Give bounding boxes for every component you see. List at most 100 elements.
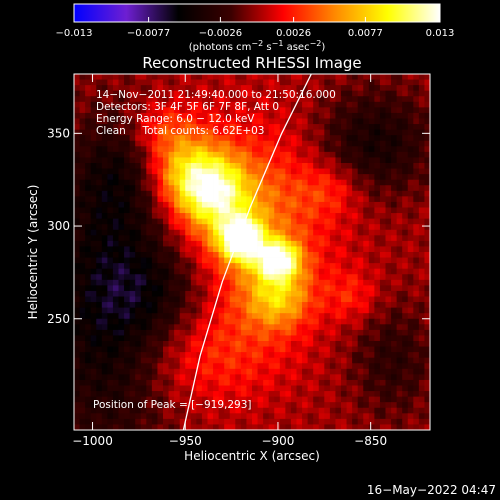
heatmap-pixel [129,285,136,292]
heatmap-pixel [179,302,186,309]
heatmap-pixel [307,235,314,242]
heatmap-pixel [240,79,247,86]
heatmap-pixel [346,279,353,286]
heatmap-pixel [257,185,264,192]
heatmap-pixel [112,196,119,203]
heatmap-pixel [218,313,225,320]
heatmap-pixel [124,407,131,414]
heatmap-pixel [246,407,253,414]
heatmap-pixel [185,374,192,381]
heatmap-pixel [307,313,314,320]
heatmap-pixel [135,74,142,80]
heatmap-pixel [229,201,236,208]
heatmap-pixel [352,285,359,292]
heatmap-pixel [96,140,103,147]
heatmap-pixel [341,396,347,403]
heatmap-pixel [257,379,264,386]
heatmap-pixel [274,296,281,303]
heatmap-pixel [246,402,253,409]
heatmap-pixel [290,163,297,169]
heatmap-pixel [324,246,331,253]
heatmap-pixel [85,135,92,142]
heatmap-pixel [363,124,370,131]
heatmap-pixel [235,307,242,314]
heatmap-pixel [274,374,281,381]
heatmap-pixel [341,290,347,297]
heatmap-pixel [151,285,158,292]
heatmap-pixel [79,246,86,253]
heatmap-pixel [335,190,342,197]
heatmap-pixel [207,112,214,119]
heatmap-pixel [190,268,197,275]
heatmap-pixel [112,363,119,370]
heatmap-pixel [174,90,181,97]
heatmap-pixel [140,413,147,420]
heatmap-pixel [341,135,347,142]
heatmap-pixel [368,240,375,247]
heatmap-pixel [402,346,409,353]
heatmap-pixel [341,402,347,409]
heatmap-pixel [402,96,409,103]
heatmap-pixel [185,179,192,186]
heatmap-pixel [96,235,103,242]
heatmap-pixel [168,157,175,164]
heatmap-pixel [185,79,192,86]
heatmap-pixel [307,185,314,192]
heatmap-pixel [329,413,336,420]
heatmap-pixel [85,151,92,158]
heatmap-pixel [379,329,386,336]
heatmap-pixel [135,396,142,403]
heatmap-pixel [391,218,398,225]
heatmap-pixel [163,341,169,347]
heatmap-pixel [179,151,186,158]
heatmap-pixel [302,124,309,131]
heatmap-pixel [151,124,158,131]
heatmap-pixel [407,307,414,314]
heatmap-pixel [129,263,136,270]
heatmap-pixel [352,313,359,320]
heatmap-pixel [413,135,420,142]
heatmap-pixel [307,318,314,325]
heatmap-pixel [118,79,125,86]
heatmap-pixel [112,418,119,425]
heatmap-pixel [185,257,192,264]
heatmap-pixel [185,346,192,353]
heatmap-pixel [379,90,386,97]
heatmap-pixel [302,224,309,231]
heatmap-pixel [424,341,430,347]
heatmap-pixel [146,207,153,214]
heatmap-pixel [235,385,242,392]
heatmap-pixel [185,424,192,430]
heatmap-pixel [151,196,158,203]
heatmap-pixel [418,318,425,325]
heatmap-pixel [185,201,192,208]
heatmap-pixel [240,329,247,336]
heatmap-pixel [185,168,192,175]
heatmap-pixel [424,101,430,108]
heatmap-pixel [368,352,375,359]
heatmap-pixel [313,252,320,258]
heatmap-pixel [413,374,420,381]
heatmap-pixel [129,363,136,370]
heatmap-pixel [174,196,181,203]
heatmap-pixel [96,79,103,86]
heatmap-pixel [368,196,375,203]
heatmap-pixel [207,313,214,320]
heatmap-pixel [196,124,203,131]
heatmap-pixel [424,112,430,119]
heatmap-pixel [413,129,420,136]
heatmap-pixel [146,341,153,347]
heatmap-pixel [407,124,414,131]
heatmap-pixel [174,263,181,270]
heatmap-pixel [307,218,314,225]
heatmap-pixel [157,185,164,192]
heatmap-pixel [396,190,403,197]
heatmap-pixel [201,374,208,381]
heatmap-pixel [352,207,359,214]
heatmap-pixel [101,163,108,169]
heatmap-pixel [374,85,381,92]
heatmap-pixel [157,190,164,197]
heatmap-pixel [357,235,364,242]
heatmap-pixel [396,307,403,314]
heatmap-pixel [179,185,186,192]
